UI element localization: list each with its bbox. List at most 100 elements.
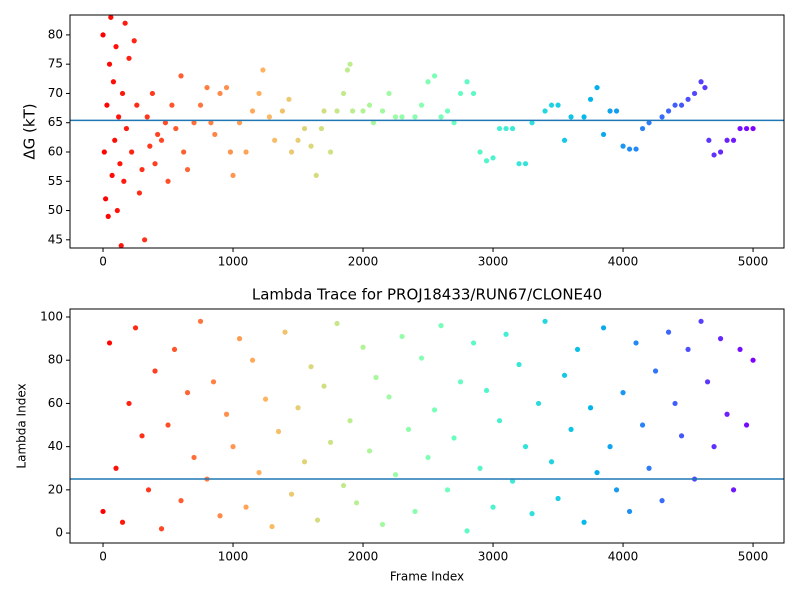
point bbox=[184, 166, 191, 173]
point bbox=[139, 166, 145, 173]
point bbox=[607, 108, 613, 114]
point bbox=[379, 108, 386, 114]
point bbox=[114, 207, 120, 214]
point bbox=[496, 418, 503, 424]
point bbox=[347, 61, 353, 67]
point bbox=[548, 102, 555, 108]
x-tick-label: 1000 bbox=[218, 255, 249, 269]
point bbox=[243, 149, 249, 155]
point bbox=[360, 108, 366, 114]
point bbox=[191, 454, 197, 461]
point bbox=[503, 331, 509, 337]
point bbox=[152, 161, 158, 167]
point bbox=[340, 482, 347, 489]
point bbox=[483, 387, 490, 394]
point bbox=[444, 487, 451, 493]
point bbox=[126, 400, 132, 407]
point bbox=[639, 125, 646, 132]
point bbox=[464, 528, 470, 534]
point bbox=[113, 465, 119, 471]
axes-frame bbox=[69, 308, 785, 544]
point bbox=[275, 428, 282, 435]
point bbox=[568, 114, 574, 120]
point bbox=[122, 20, 128, 26]
point bbox=[100, 508, 106, 515]
point bbox=[288, 491, 295, 497]
x-tick-label: 3000 bbox=[478, 550, 509, 564]
point bbox=[418, 102, 425, 108]
point bbox=[568, 426, 574, 432]
x-tick-label: 0 bbox=[99, 255, 107, 269]
point bbox=[370, 120, 377, 126]
point bbox=[477, 149, 483, 155]
point bbox=[587, 405, 594, 411]
point bbox=[685, 346, 691, 353]
point bbox=[197, 102, 204, 108]
point bbox=[379, 521, 386, 528]
point bbox=[509, 478, 516, 484]
x-tick-label: 1000 bbox=[218, 550, 249, 564]
point bbox=[181, 149, 187, 155]
point bbox=[581, 519, 587, 525]
point bbox=[626, 146, 633, 152]
point bbox=[353, 500, 360, 506]
point bbox=[470, 340, 477, 346]
point bbox=[217, 90, 223, 97]
point bbox=[149, 90, 156, 97]
point bbox=[706, 137, 712, 143]
point bbox=[178, 498, 184, 504]
point bbox=[301, 125, 308, 132]
point bbox=[438, 114, 444, 120]
point bbox=[529, 511, 535, 517]
x-tick-label: 0 bbox=[99, 550, 107, 564]
point bbox=[121, 178, 127, 184]
point bbox=[366, 102, 373, 108]
point bbox=[256, 469, 262, 476]
point bbox=[169, 102, 175, 108]
point bbox=[698, 318, 704, 324]
point bbox=[431, 73, 438, 79]
point bbox=[412, 508, 418, 515]
y-tick-label: 65 bbox=[48, 115, 63, 129]
point bbox=[451, 120, 457, 126]
point bbox=[561, 137, 568, 143]
point bbox=[412, 114, 418, 120]
point bbox=[477, 465, 483, 471]
point bbox=[106, 61, 113, 67]
x-tick-label: 5000 bbox=[738, 550, 769, 564]
point bbox=[321, 383, 327, 389]
point bbox=[750, 125, 756, 132]
point bbox=[131, 38, 137, 44]
point bbox=[561, 372, 568, 378]
point bbox=[101, 149, 107, 155]
point bbox=[633, 340, 639, 346]
point bbox=[129, 149, 135, 155]
x-tick-label: 4000 bbox=[608, 255, 639, 269]
point bbox=[535, 400, 542, 407]
point bbox=[652, 368, 659, 374]
point bbox=[431, 407, 438, 413]
point bbox=[685, 96, 691, 102]
y-tick-label: 50 bbox=[48, 203, 63, 217]
y-tick-label: 80 bbox=[48, 353, 63, 367]
point bbox=[249, 108, 256, 114]
point bbox=[108, 15, 114, 20]
point bbox=[529, 120, 535, 126]
point bbox=[116, 114, 122, 120]
point bbox=[243, 504, 249, 510]
point bbox=[373, 374, 379, 381]
point bbox=[142, 237, 148, 243]
point bbox=[620, 390, 626, 396]
point bbox=[418, 355, 425, 361]
point bbox=[347, 418, 353, 424]
point bbox=[236, 336, 243, 342]
point bbox=[208, 120, 214, 126]
x-tick-label: 5000 bbox=[738, 255, 769, 269]
y-tick-label: 100 bbox=[40, 309, 63, 323]
point bbox=[155, 131, 161, 138]
y-tick-label: 60 bbox=[48, 396, 63, 410]
point bbox=[737, 346, 743, 353]
point bbox=[327, 149, 334, 155]
point bbox=[516, 361, 522, 368]
point bbox=[158, 526, 165, 532]
